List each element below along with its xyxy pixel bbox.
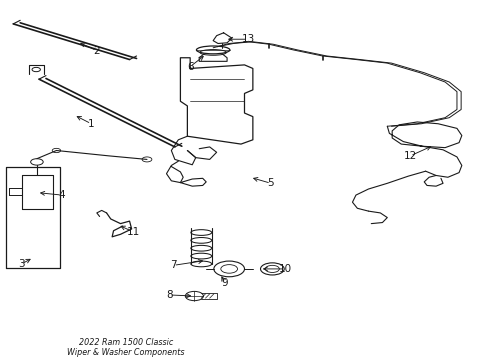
- Text: 11: 11: [126, 227, 140, 237]
- Text: 9: 9: [221, 278, 228, 288]
- Text: 6: 6: [186, 62, 193, 72]
- Text: 3: 3: [18, 259, 25, 269]
- Text: 7: 7: [170, 260, 176, 270]
- Text: 5: 5: [267, 178, 274, 188]
- Text: 13: 13: [241, 34, 254, 44]
- Text: 2: 2: [93, 46, 100, 56]
- Text: 4: 4: [59, 190, 65, 200]
- Text: 1: 1: [88, 119, 94, 129]
- Text: 10: 10: [278, 264, 291, 274]
- Text: 8: 8: [165, 290, 172, 300]
- Text: 12: 12: [403, 151, 416, 161]
- Text: 2022 Ram 1500 Classic
Wiper & Washer Components: 2022 Ram 1500 Classic Wiper & Washer Com…: [67, 338, 184, 357]
